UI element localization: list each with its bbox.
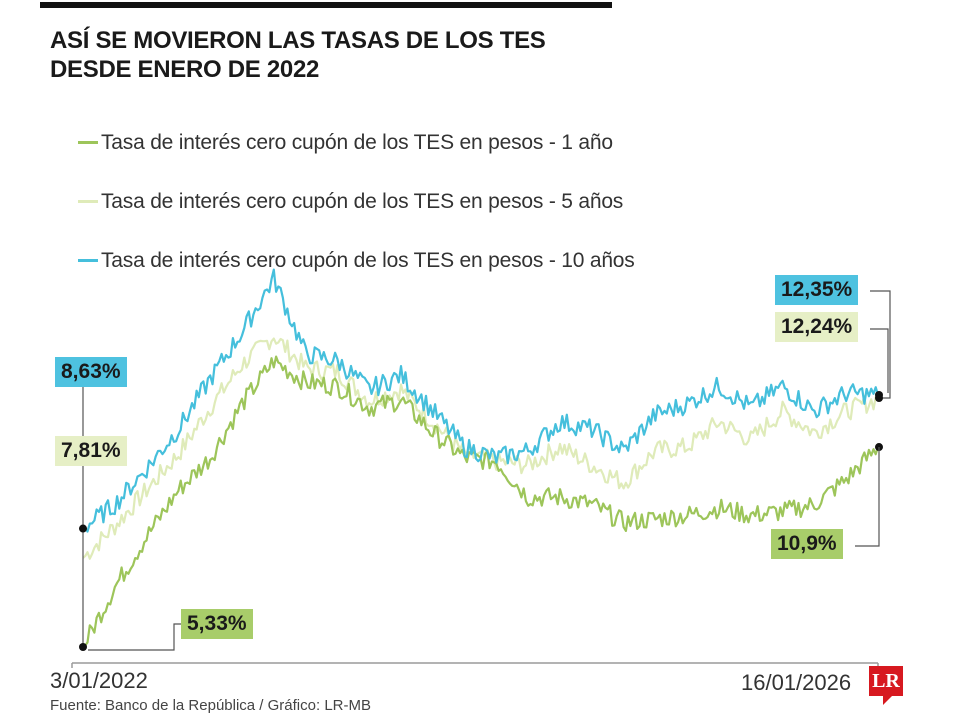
legend-item-1y: Tasa de interés cero cupón de los TES en…: [78, 113, 635, 172]
leader-end-5y: [870, 328, 889, 393]
series-line-5y: [82, 337, 879, 560]
legend-label-10y: Tasa de interés cero cupón de los TES en…: [101, 248, 635, 272]
legend-item-10y: Tasa de interés cero cupón de los TES en…: [78, 231, 635, 290]
title-line-2: DESDE ENERO DE 2022: [50, 56, 320, 83]
title-line-1: ASÍ SE MOVIERON LAS TASAS DE LOS TES: [50, 27, 546, 54]
start-label-10y: 8,63%: [55, 357, 127, 387]
end-label-5y: 12,24%: [775, 312, 859, 342]
series-line-10y: [82, 268, 880, 533]
start-label-1y: 5,33%: [181, 609, 253, 639]
lr-logo: LR: [869, 666, 903, 705]
end-label-10y: 12,35%: [775, 275, 859, 305]
legend-swatch-1y: [78, 141, 98, 144]
start-dot-1y: [79, 643, 87, 651]
legend: Tasa de interés cero cupón de los TES en…: [78, 113, 635, 290]
end-label-1y: 10,9%: [771, 529, 843, 559]
x-label-start: 3/01/2022: [50, 668, 148, 693]
title-rule: [40, 2, 612, 8]
legend-swatch-5y: [78, 200, 98, 203]
legend-label-5y: Tasa de interés cero cupón de los TES en…: [101, 189, 624, 213]
source-note: Fuente: Banco de la República / Gráfico:…: [50, 697, 371, 714]
leader-start-1y: [88, 623, 181, 651]
start-dot-10y: [79, 524, 87, 533]
x-label-end: 16/01/2026: [741, 670, 852, 695]
leader-end-1y: [855, 447, 880, 547]
leader-end-10y: [870, 290, 891, 399]
start-label-5y: 7,81%: [55, 436, 127, 466]
legend-item-5y: Tasa de interés cero cupón de los TES en…: [78, 172, 635, 231]
chart-title: ASÍ SE MOVIERON LAS TASAS DE LOS TES DES…: [50, 26, 546, 84]
legend-swatch-10y: [78, 259, 98, 262]
end-dot-5y: [875, 394, 883, 402]
legend-label-1y: Tasa de interés cero cupón de los TES en…: [101, 130, 613, 154]
